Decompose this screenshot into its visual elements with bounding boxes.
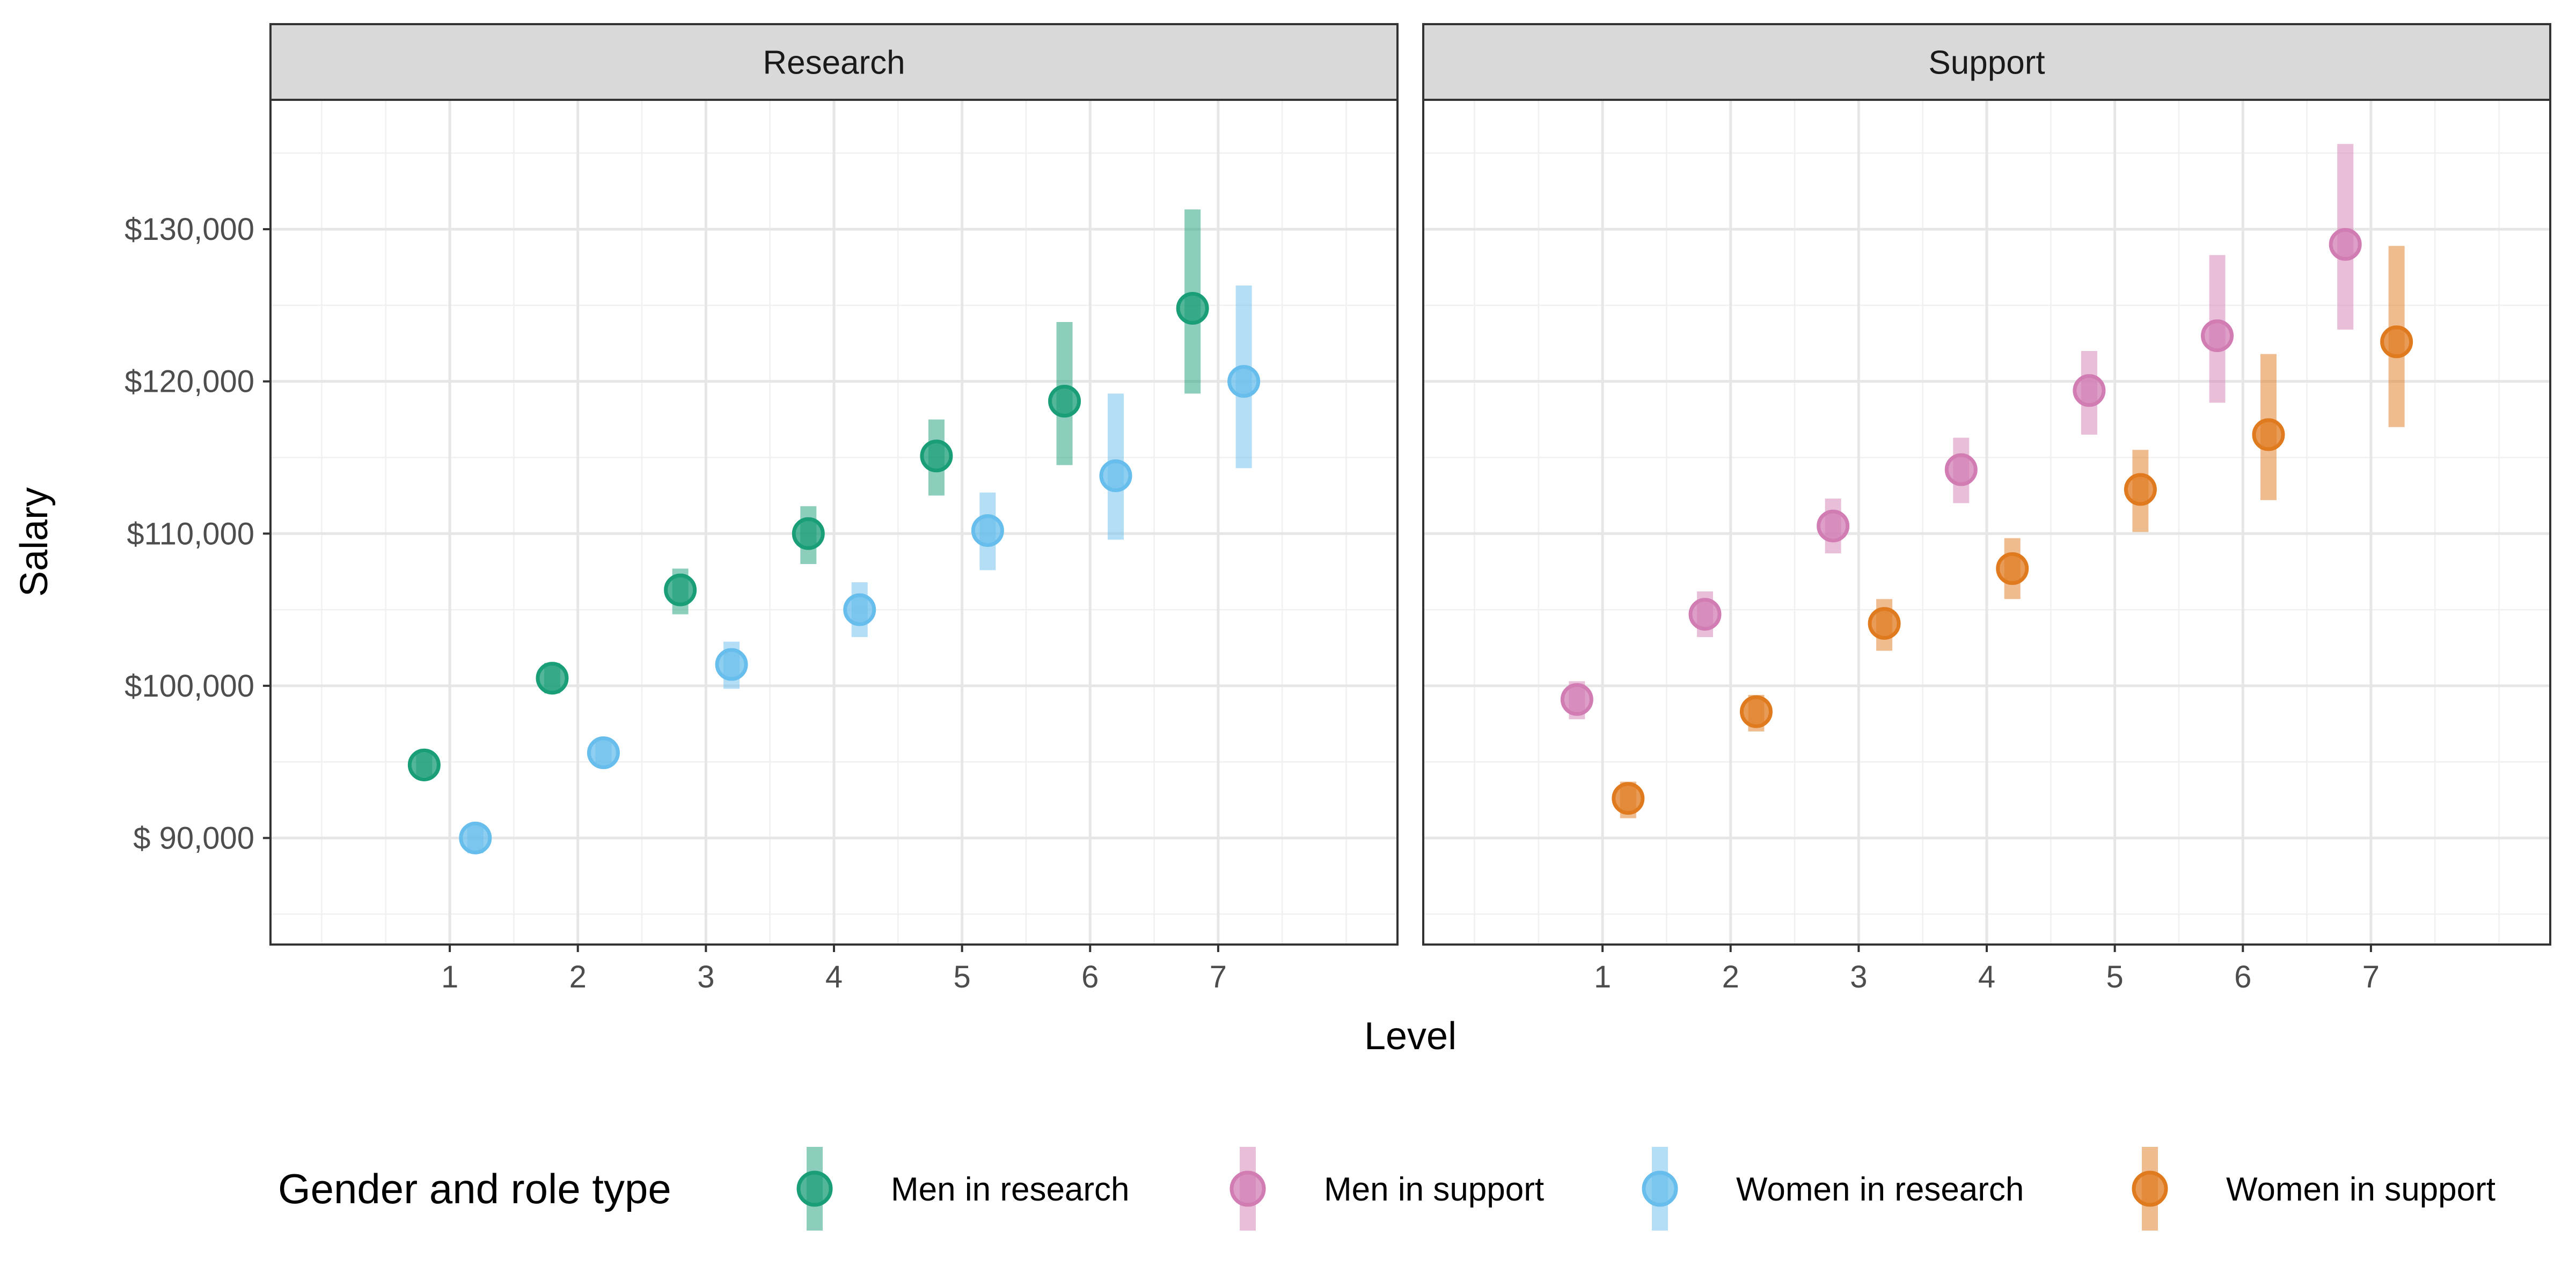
x-tick-label: 2 [1722,960,1739,994]
legend-title: Gender and role type [278,1165,671,1212]
data-point [459,821,492,854]
legend-keys: Men in research Men in support Women in re… [796,1147,2496,1231]
legend-swatch-point [1230,1170,1266,1207]
legend-key-women-in-support: Women in support [2132,1147,2496,1231]
x-tick-label: 5 [2106,960,2124,994]
data-point [587,736,620,770]
legend-label: Men in research [891,1171,1130,1208]
data-point [920,440,953,473]
data-point [1227,365,1261,398]
x-tick-label: 5 [954,960,971,994]
data-point [1560,683,1593,716]
facet-strip [269,23,1399,101]
x-tick-label: 2 [569,960,587,994]
series-women-in-research [459,285,1261,854]
x-tick-label: 1 [441,960,458,994]
y-axis-title: Salary [13,487,56,597]
data-point [843,593,876,626]
legend: Gender and role type Men in research Men … [278,1147,2496,1231]
series-women-in-support [1612,246,2413,818]
legend-label: Men in support [1324,1171,1544,1208]
data-point [1868,607,1901,640]
x-tick-label: 6 [2234,960,2251,994]
legend-swatch-point [796,1170,833,1207]
data-point [715,648,748,681]
legend-swatch-point [1642,1170,1678,1207]
x-tick-label: 3 [1850,960,1867,994]
facet-strip [1422,23,2551,101]
x-tick-label: 6 [1081,960,1099,994]
data-point [2124,473,2157,506]
y-tick-label: $120,000 [125,364,254,399]
y-tick-label: $100,000 [125,669,254,704]
data-point [2201,319,2234,353]
data-point [407,748,441,781]
legend-label: Women in support [2226,1171,2496,1208]
series-men-in-research [407,209,1209,781]
data-point [664,573,697,606]
data-point [2252,418,2285,451]
data-point [1176,292,1209,325]
x-axis: 1 2 3 4 5 6 7 [1594,945,2380,994]
facet-panel-research: Research 1 2 3 4 5 6 7 [269,23,1399,994]
legend-key-men-in-support: Men in support [1230,1147,1544,1231]
data-point [1099,459,1132,493]
data-point [2329,228,2362,261]
y-axis: $ 90,000 $100,000 $110,000 $120,000 $130,000 [125,212,270,855]
data-point [2380,325,2413,358]
data-point [1048,385,1081,418]
legend-swatch-point [2132,1170,2168,1207]
y-tick-label: $130,000 [125,212,254,247]
x-axis-title: Level [1364,1015,1457,1058]
x-tick-label: 7 [1210,960,1227,994]
facet-panel-support: Support 1 2 3 4 5 6 7 [1422,23,2551,994]
legend-label: Women in research [1736,1171,2024,1208]
data-point [1817,509,1850,543]
legend-key-men-in-research: Men in research [796,1147,1130,1231]
data-point [2073,374,2106,407]
data-point [1739,695,1773,728]
data-point [792,517,825,550]
x-tick-label: 1 [1594,960,1611,994]
series-men-in-support [1560,144,2362,720]
facet-strip-label: Support [1928,45,2045,82]
facet-panels: Research 1 2 3 4 5 6 7 Support 1 2 3 4 5 6 7 [269,23,2551,994]
x-axis: 1 2 3 4 5 6 7 [441,945,1227,994]
data-point [1612,782,1645,815]
x-tick-label: 4 [825,960,843,994]
x-tick-label: 7 [2362,960,2380,994]
legend-key-women-in-research: Women in research [1642,1147,2024,1231]
x-tick-label: 4 [1978,960,1995,994]
facet-strip-label: Research [763,45,905,82]
data-point [1944,453,1978,486]
data-point [971,514,1004,547]
gridlines [1423,100,2550,945]
gridlines [270,100,1397,945]
data-point [536,662,569,695]
x-tick-label: 3 [697,960,714,994]
data-point [1996,552,2029,585]
y-tick-label: $ 90,000 [133,821,254,855]
data-point [1688,598,1722,631]
y-tick-label: $110,000 [127,516,254,551]
